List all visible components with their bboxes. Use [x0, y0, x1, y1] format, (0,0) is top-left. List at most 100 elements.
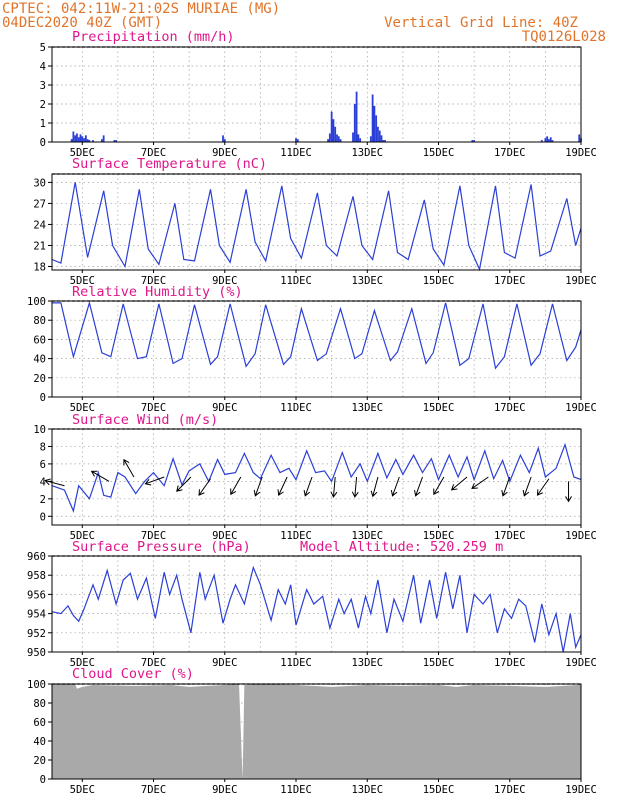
- y-tick-label: 8: [40, 441, 46, 453]
- precip-bar: [88, 140, 91, 142]
- x-tick-label: 15DEC: [423, 275, 455, 287]
- wind-vector-arrow: [230, 476, 242, 496]
- precip-bar: [352, 132, 354, 142]
- x-tick-label: 13DEC: [351, 657, 383, 669]
- precip-bar: [295, 138, 297, 142]
- precip-bar: [548, 139, 550, 142]
- x-tick-label: 17DEC: [494, 275, 526, 287]
- y-tick-label: 5: [40, 42, 46, 54]
- x-tick-label: 13DEC: [351, 784, 383, 796]
- precip-bar: [380, 135, 383, 142]
- y-tick-label: 3: [40, 80, 46, 92]
- x-tick-label: 9DEC: [212, 784, 237, 796]
- x-tick-label: 9DEC: [212, 402, 237, 414]
- x-tick-label: 11DEC: [280, 275, 312, 287]
- y-tick-label: 950: [27, 647, 46, 659]
- x-tick-label: 11DEC: [280, 402, 312, 414]
- precip-bar: [79, 134, 82, 142]
- precip-bar: [357, 134, 360, 142]
- x-tick-label: 11DEC: [280, 657, 312, 669]
- pressure-title: Surface Pressure (hPa): [72, 539, 251, 555]
- precip-bar: [337, 136, 340, 142]
- humidity-panel: Relative Humidity (%) 0 20 40 60 80 100 5DEC 7D…: [27, 284, 597, 414]
- y-tick-label: 960: [27, 551, 46, 563]
- y-tick-label: 60: [33, 334, 46, 346]
- precip-bar: [355, 91, 358, 142]
- x-tick-label: 19DEC: [565, 275, 597, 287]
- y-tick-label: 40: [33, 354, 46, 366]
- y-tick-label: 0: [40, 137, 46, 149]
- y-tick-label: 952: [27, 628, 46, 640]
- precip-bar: [77, 137, 80, 142]
- precip-bar: [377, 126, 379, 142]
- x-tick-label: 15DEC: [423, 402, 455, 414]
- precip-bar: [76, 133, 78, 142]
- x-tick-label: 7DEC: [141, 657, 166, 669]
- y-tick-label: 100: [27, 679, 46, 691]
- wind-vector-arrow: [44, 478, 65, 487]
- precip-bar: [544, 138, 547, 142]
- precip-bar: [369, 136, 372, 142]
- x-tick-label: 9DEC: [212, 275, 237, 287]
- cloud-cover-title: Cloud Cover (%): [72, 666, 194, 682]
- precip-bar: [551, 140, 554, 142]
- wind-vector-arrow: [414, 476, 423, 497]
- plot-frame: [51, 555, 582, 653]
- y-tick-label: 956: [27, 589, 46, 601]
- humidity-title: Relative Humidity (%): [72, 284, 243, 300]
- precipitation-title: Precipitation (mm/h): [72, 29, 235, 45]
- wind-vector-arrow: [565, 481, 572, 503]
- wind-vector-arrow: [501, 476, 511, 497]
- y-tick-label: 40: [33, 736, 46, 748]
- y-tick-label: 954: [27, 609, 46, 621]
- header-date-line: 04DEC2020 40Z (GMT): [2, 15, 162, 31]
- wind-vector-arrow: [450, 476, 468, 491]
- y-tick-label: 4: [40, 476, 46, 488]
- precip-bar: [473, 140, 476, 142]
- x-tick-label: 5DEC: [70, 657, 95, 669]
- precip-bar: [70, 139, 73, 142]
- precip-bar: [81, 136, 84, 142]
- precip-bar: [371, 94, 374, 142]
- x-tick-label: 5DEC: [70, 402, 95, 414]
- x-tick-label: 15DEC: [423, 657, 455, 669]
- x-tick-label: 17DEC: [494, 530, 526, 542]
- x-tick-label: 5DEC: [70, 275, 95, 287]
- precip-bar: [330, 111, 333, 142]
- x-tick-label: 11DEC: [280, 147, 312, 159]
- wind-series-line: [51, 442, 582, 513]
- x-tick-label: 15DEC: [423, 147, 455, 159]
- precip-bar: [373, 105, 376, 142]
- x-tick-label: 7DEC: [141, 402, 166, 414]
- wind-vector-arrow: [471, 476, 489, 490]
- wind-vector-arrow: [90, 470, 110, 482]
- precip-bar: [332, 119, 335, 142]
- y-tick-label: 18: [33, 261, 46, 273]
- x-tick-label: 19DEC: [565, 530, 597, 542]
- cloud-cover-area: [52, 684, 581, 779]
- wind-vector-arrow: [536, 478, 550, 496]
- header-grid-line-info: Vertical Grid Line: 40Z: [384, 15, 578, 31]
- wind-vector-arrow: [144, 476, 165, 486]
- x-tick-label: 19DEC: [565, 657, 597, 669]
- wind-vector-arrow: [351, 476, 359, 498]
- x-tick-label: 7DEC: [141, 147, 166, 159]
- x-tick-label: 15DEC: [423, 784, 455, 796]
- plot-frame: [51, 683, 582, 780]
- wind-panel: Surface Wind (m/s) 0 2 4 6 8 10 5DEC 7DEC 9DEC 11…: [33, 412, 596, 542]
- pres-series-line: [51, 565, 582, 653]
- y-tick-label: 10: [33, 424, 46, 436]
- x-tick-label: 9DEC: [212, 147, 237, 159]
- precip-bar: [102, 135, 105, 142]
- rh-series-line: [52, 300, 582, 370]
- wind-vector-arrow: [253, 476, 263, 497]
- precip-bar: [72, 131, 75, 142]
- header-station-line: CPTEC: 042:11W-21:02S MURIAE (MG): [2, 1, 280, 17]
- precip-bar: [540, 140, 543, 142]
- wind-vector-arrow: [370, 476, 379, 498]
- y-tick-label: 0: [40, 392, 46, 404]
- precip-bar: [83, 138, 85, 142]
- x-tick-label: 13DEC: [351, 530, 383, 542]
- y-tick-label: 0: [40, 774, 46, 786]
- precip-bar: [471, 140, 474, 142]
